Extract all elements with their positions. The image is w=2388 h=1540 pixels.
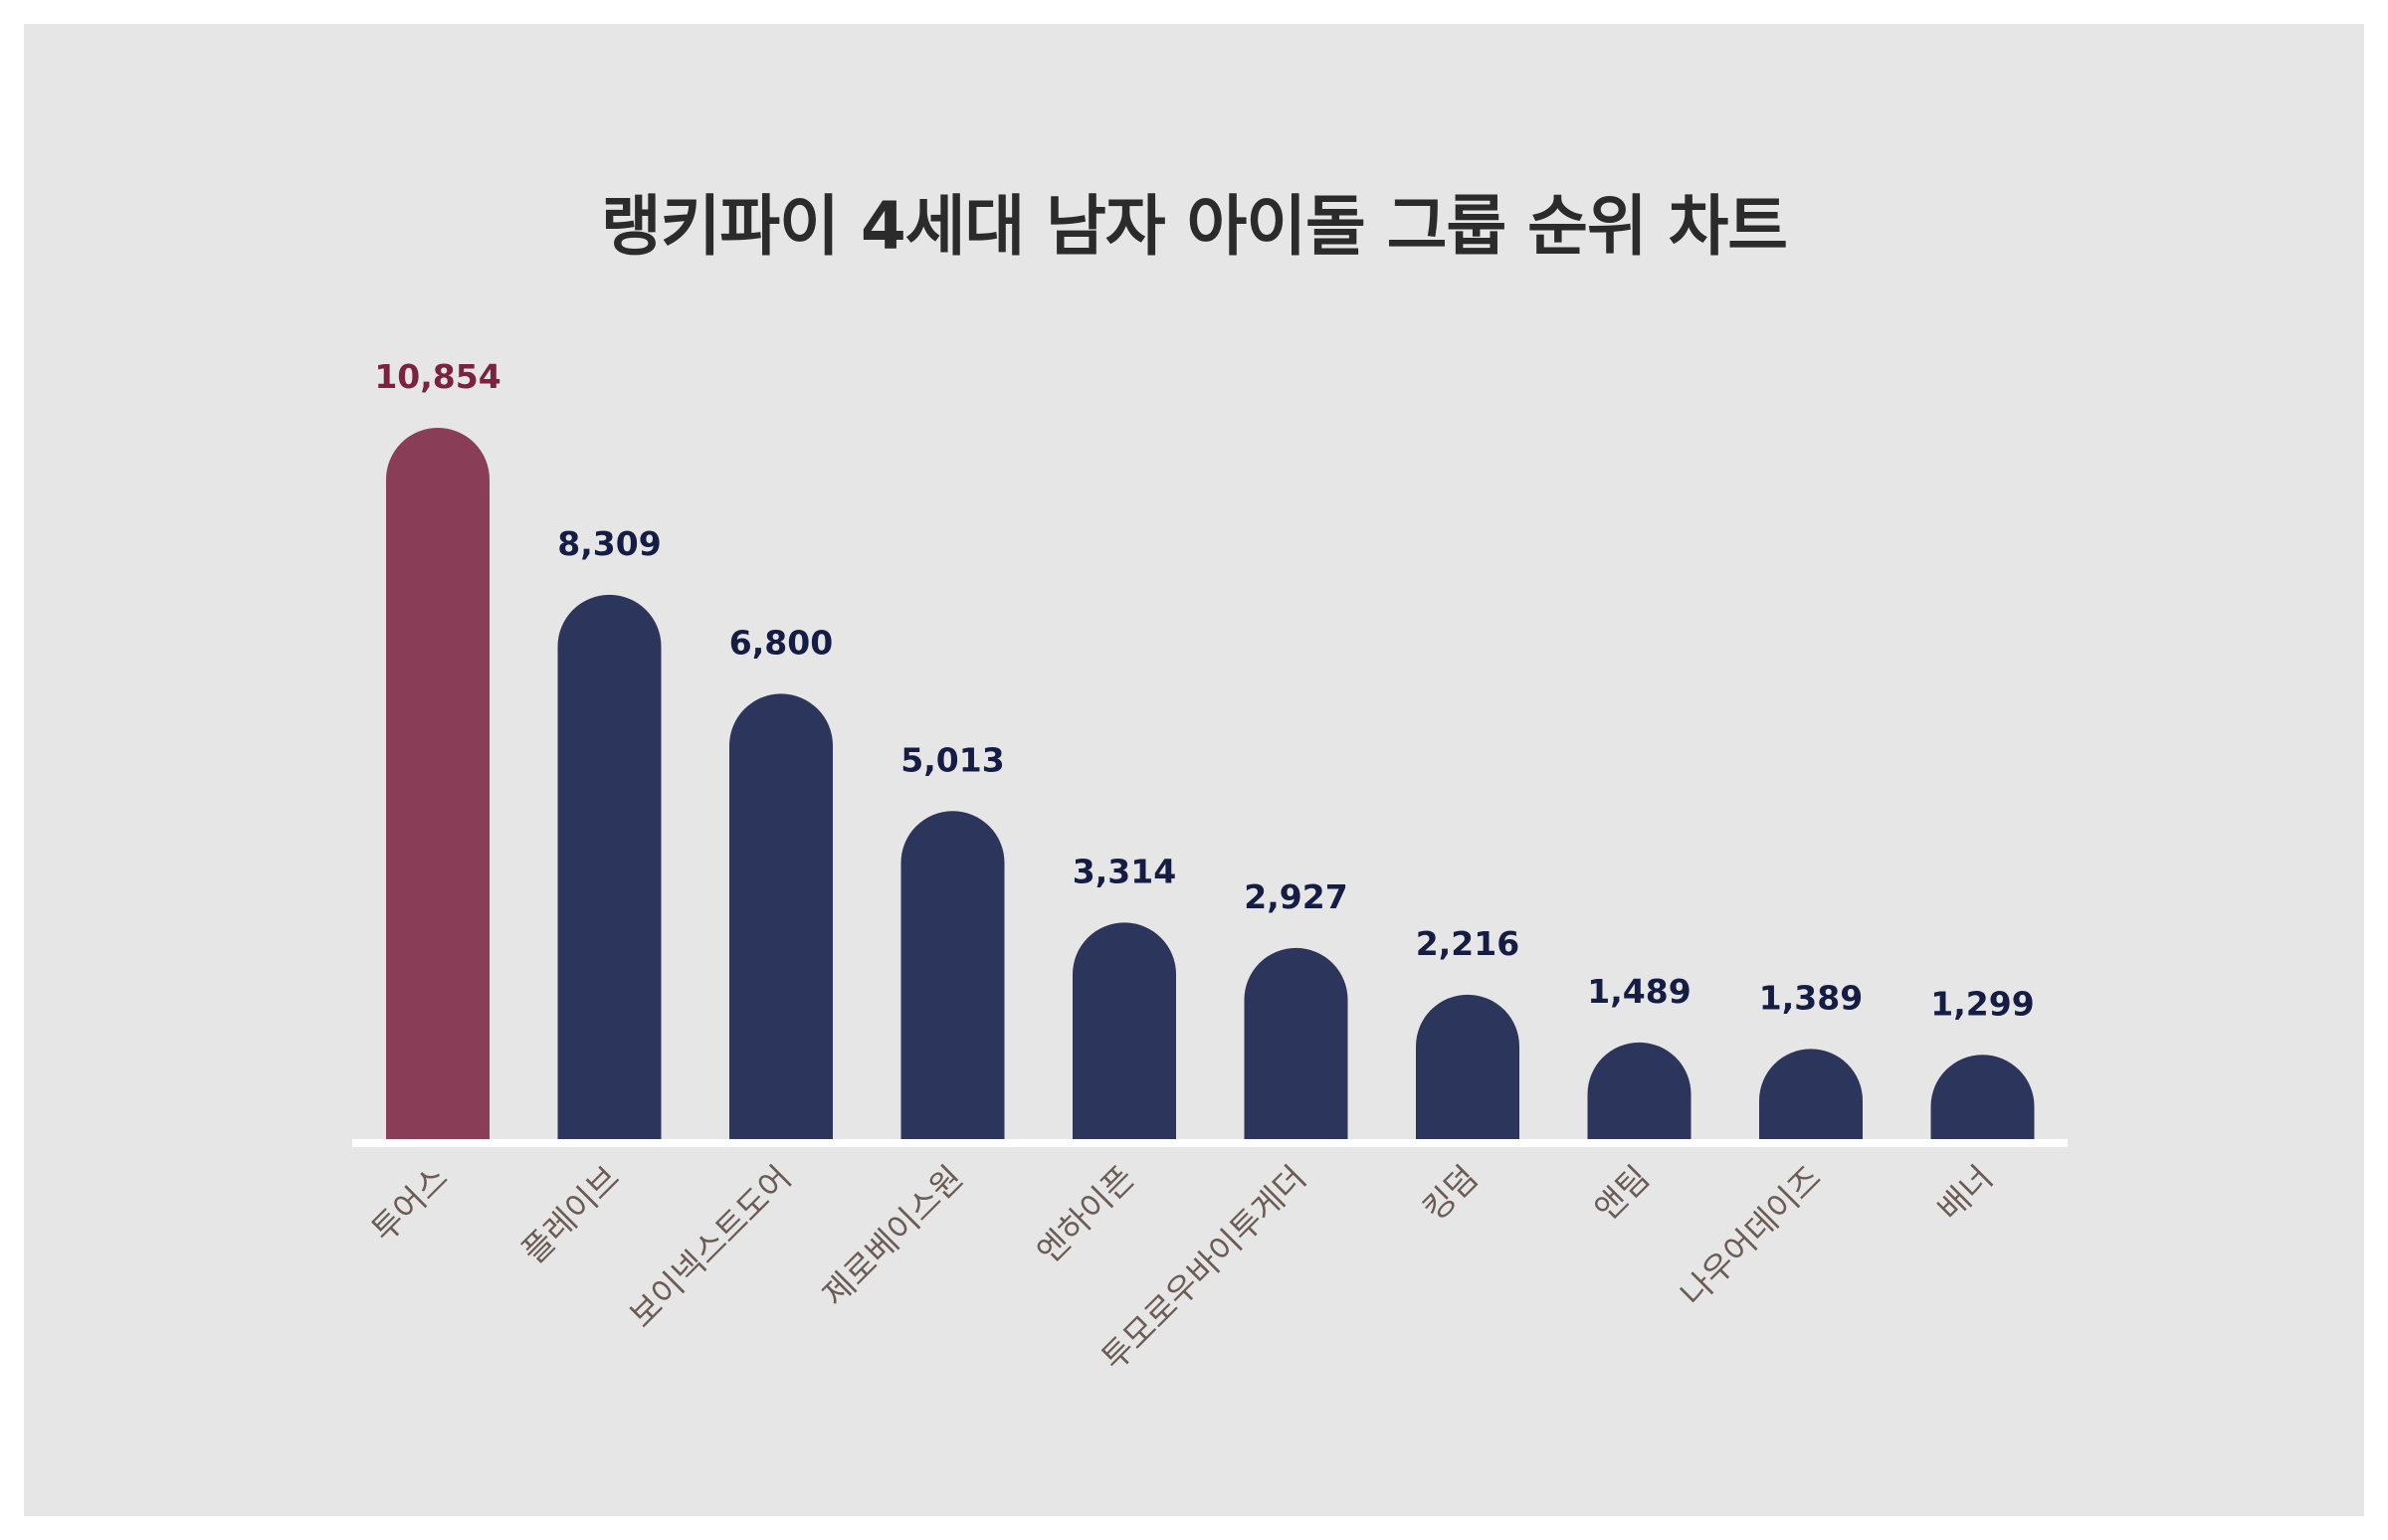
category-label-1: 투어스 <box>364 1158 456 1250</box>
value-label-7: 2,216 <box>1416 924 1519 963</box>
value-label-9: 1,389 <box>1759 978 1863 1017</box>
category-label-10: 배너 <box>1930 1158 2001 1229</box>
category-label-5: 엔하이픈 <box>1029 1158 1141 1270</box>
category-label-8: 앤팀 <box>1587 1158 1658 1229</box>
category-label-9: 나우어데이즈 <box>1673 1158 1828 1313</box>
chart-panel: 랭키파이 4세대 남자 아이돌 그룹 순위 차트 10,854 투어스 8,309 플… <box>24 24 2364 1516</box>
value-label-1: 10,854 <box>374 357 500 396</box>
x-axis-baseline <box>352 1139 2068 1147</box>
bar-7 <box>1416 994 1519 1140</box>
bar-4 <box>900 811 1005 1140</box>
bar-1 <box>386 428 490 1141</box>
category-label-2: 플레이브 <box>514 1158 627 1270</box>
bar-10 <box>1930 1055 2035 1140</box>
bar-6 <box>1244 947 1348 1140</box>
category-label-3: 보이넥스트도어 <box>622 1158 799 1335</box>
value-label-2: 8,309 <box>557 524 661 563</box>
value-label-6: 2,927 <box>1244 877 1347 916</box>
bar-chart: 10,854 투어스 8,309 플레이브 6,800 보이넥스트도어 5,013 제로베이스… <box>352 357 2068 1378</box>
bar-2 <box>557 594 662 1140</box>
value-label-10: 1,299 <box>1930 984 2034 1023</box>
value-label-8: 1,489 <box>1587 972 1691 1011</box>
bar-8 <box>1587 1042 1692 1140</box>
chart-title: 랭키파이 4세대 남자 아이돌 그룹 순위 차트 <box>600 188 1788 265</box>
category-label-7: 킹덤 <box>1415 1158 1486 1229</box>
value-label-5: 3,314 <box>1073 852 1176 890</box>
category-label-4: 제로베이스원 <box>815 1158 970 1313</box>
bar-5 <box>1073 922 1176 1140</box>
bar-9 <box>1759 1049 1863 1140</box>
value-label-4: 5,013 <box>900 740 1004 779</box>
value-label-3: 6,800 <box>729 623 833 662</box>
bar-3 <box>729 693 833 1140</box>
